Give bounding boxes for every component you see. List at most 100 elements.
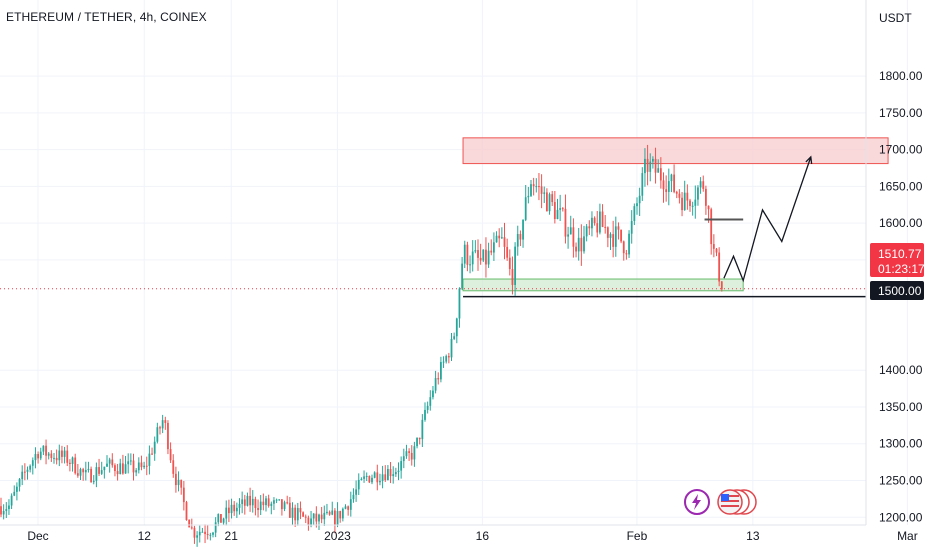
candle-down bbox=[519, 230, 522, 247]
candle-body bbox=[720, 281, 723, 290]
candle-body bbox=[106, 463, 108, 467]
candle-down bbox=[662, 172, 665, 203]
candle-up bbox=[273, 497, 275, 511]
candle-body bbox=[575, 246, 577, 252]
candle-body bbox=[426, 405, 429, 410]
candle-up bbox=[559, 194, 562, 222]
candle-body bbox=[0, 506, 2, 515]
candle-body bbox=[567, 234, 569, 237]
candle-up bbox=[670, 173, 673, 193]
candle-body bbox=[135, 470, 138, 473]
candle-body bbox=[241, 499, 244, 505]
candle-down bbox=[180, 479, 183, 495]
candle-up bbox=[241, 491, 244, 514]
candle-body bbox=[74, 457, 77, 474]
candle-down bbox=[82, 467, 85, 481]
grid-lines bbox=[0, 0, 908, 525]
level-price-tag-bg bbox=[870, 281, 924, 300]
candle-down bbox=[98, 458, 100, 477]
candle-up bbox=[633, 203, 636, 226]
candle-body bbox=[498, 235, 501, 239]
candle-body bbox=[95, 467, 98, 481]
candle-body bbox=[243, 499, 246, 506]
candle-up bbox=[225, 500, 228, 526]
candle-body bbox=[625, 253, 628, 255]
candle-up bbox=[440, 356, 442, 383]
candle-up bbox=[21, 465, 24, 486]
y-tick-label: 1750.00 bbox=[879, 106, 923, 120]
candle-up bbox=[318, 513, 320, 530]
candle-up bbox=[461, 256, 463, 291]
candle-up bbox=[495, 231, 498, 243]
candle-body bbox=[5, 509, 8, 511]
candle-up bbox=[471, 240, 474, 272]
x-tick-label: Feb bbox=[627, 529, 648, 543]
candle-up bbox=[270, 501, 273, 515]
time-axis[interactable]: Dec 12 21 2023 16 Feb 13 Mar bbox=[27, 529, 917, 543]
candle-up bbox=[699, 177, 702, 194]
candle-up bbox=[365, 472, 368, 482]
candle-down bbox=[498, 228, 501, 248]
candle-body bbox=[593, 217, 596, 224]
candle-body bbox=[273, 500, 275, 504]
candle-up bbox=[34, 447, 37, 469]
candle-body bbox=[697, 187, 699, 200]
y-tick-label: 1200.00 bbox=[879, 510, 923, 524]
candle-body bbox=[466, 244, 469, 265]
candle-down bbox=[511, 256, 514, 295]
candle-body bbox=[447, 356, 450, 358]
last-price-tag: 1510.77 01:23:17 bbox=[870, 243, 925, 277]
candle-up bbox=[265, 495, 267, 512]
currency-label: USDT bbox=[879, 11, 912, 25]
candle-body bbox=[553, 202, 556, 219]
candle-up bbox=[442, 356, 445, 368]
candle-body bbox=[424, 409, 426, 420]
candle-body bbox=[190, 527, 193, 529]
flash-event-icon[interactable] bbox=[683, 488, 711, 516]
candle-down bbox=[76, 463, 79, 478]
candle-down bbox=[257, 499, 259, 518]
candle-body bbox=[712, 244, 715, 249]
candle-down bbox=[66, 445, 69, 467]
candle-body bbox=[667, 181, 670, 192]
candle-body bbox=[23, 471, 26, 473]
candle-body bbox=[302, 512, 304, 517]
candle-up bbox=[344, 504, 347, 510]
candle-body bbox=[238, 504, 241, 508]
candle-up bbox=[129, 453, 132, 466]
candle-body bbox=[445, 356, 448, 362]
candle-down bbox=[604, 215, 607, 234]
candle-up bbox=[10, 493, 13, 509]
candle-up bbox=[413, 441, 416, 467]
candle-up bbox=[522, 219, 524, 248]
candle-body bbox=[644, 158, 646, 174]
candle-up bbox=[636, 197, 638, 215]
candle-body bbox=[490, 250, 493, 253]
candle-body bbox=[556, 209, 559, 219]
candle-down bbox=[540, 174, 543, 209]
y-tick-label: 1650.00 bbox=[879, 179, 923, 193]
candle-body bbox=[506, 246, 509, 258]
candle-body bbox=[564, 208, 567, 237]
x-tick-label: 2023 bbox=[324, 529, 351, 543]
x-tick-label: 16 bbox=[476, 529, 490, 543]
candle-body bbox=[394, 472, 397, 475]
candle-body bbox=[278, 499, 281, 501]
candle-body bbox=[469, 264, 471, 266]
candle-down bbox=[437, 372, 440, 385]
us-economic-events-icon[interactable] bbox=[716, 488, 760, 516]
candle-down bbox=[546, 188, 548, 212]
candle-body bbox=[400, 461, 403, 471]
candle-down bbox=[564, 194, 567, 244]
candle-body bbox=[212, 532, 214, 535]
candle-body bbox=[402, 456, 405, 462]
candle-down bbox=[575, 242, 577, 258]
candle-down bbox=[580, 224, 583, 266]
price-axis[interactable]: 1800.001750.001700.001650.001600.001550.… bbox=[879, 69, 923, 524]
candle-body bbox=[471, 251, 474, 265]
candle-body bbox=[175, 473, 177, 486]
candle-body bbox=[185, 502, 188, 520]
candle-body bbox=[493, 242, 495, 253]
candle-body bbox=[235, 507, 238, 512]
